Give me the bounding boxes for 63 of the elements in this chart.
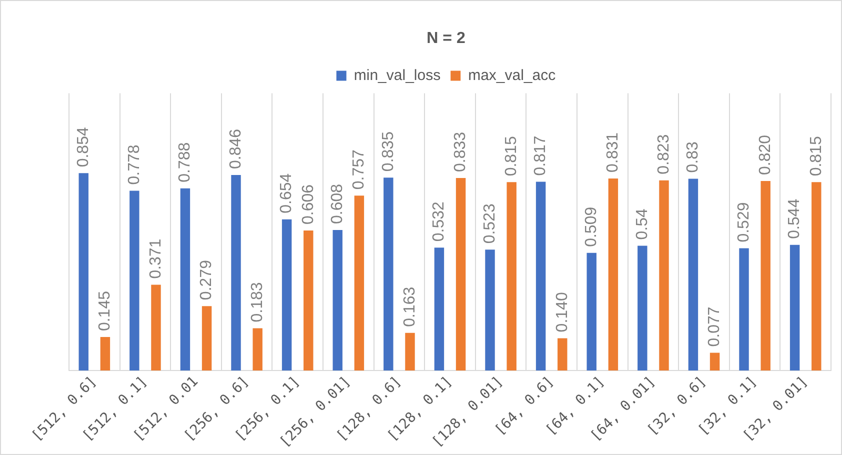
bar [332, 230, 342, 371]
data-label: 0.815 [503, 136, 520, 176]
data-label: 0.823 [655, 134, 672, 174]
data-label: 0.846 [227, 128, 244, 170]
data-label: 0.815 [808, 136, 825, 176]
bar [586, 252, 596, 371]
bar [790, 244, 800, 371]
bar [434, 248, 444, 371]
bar [282, 219, 292, 371]
data-label: 0.523 [481, 204, 498, 244]
bar [739, 248, 749, 371]
data-label: 0.778 [126, 144, 143, 185]
bar [100, 337, 110, 371]
bar [130, 190, 140, 371]
bar [688, 178, 698, 371]
bar [231, 175, 241, 371]
data-label: 0.606 [300, 184, 317, 224]
data-label: 0.529 [735, 202, 752, 242]
data-label: 0.817 [532, 136, 550, 176]
bar [812, 182, 822, 371]
data-label: 0.183 [249, 282, 266, 322]
data-label: 0.140 [554, 292, 571, 332]
data-label: 0.854 [75, 127, 92, 168]
data-label: 0.163 [401, 286, 418, 327]
bar [710, 352, 720, 371]
bar [180, 188, 190, 371]
bar [354, 196, 364, 371]
bar [151, 284, 161, 371]
data-label: 0.757 [350, 149, 368, 190]
bar [638, 246, 648, 371]
bar [659, 180, 669, 371]
bar [252, 328, 262, 371]
bar [78, 173, 88, 371]
data-label: 0.544 [786, 198, 804, 239]
legend-label: max_val_acc [468, 66, 556, 84]
data-label: 0.371 [147, 238, 164, 279]
data-label: 0.509 [583, 206, 600, 247]
bar [456, 178, 466, 371]
bar [384, 178, 394, 371]
data-label: 0.831 [604, 132, 622, 172]
data-label: 0.654 [278, 173, 296, 214]
data-label: 0.83 [684, 141, 702, 173]
data-label: 0.835 [380, 131, 397, 172]
bar [506, 182, 516, 371]
data-label: 0.145 [96, 290, 114, 332]
bar [558, 338, 568, 371]
bar [202, 306, 212, 371]
data-label: 0.54 [634, 208, 651, 240]
bar [405, 332, 415, 371]
data-label: 0.077 [706, 306, 724, 347]
chart-title: N = 2 [426, 30, 466, 48]
data-label: 0.279 [198, 260, 216, 300]
bar [760, 181, 770, 371]
data-label: 0.532 [430, 201, 448, 242]
data-label: 0.833 [452, 132, 470, 172]
data-label: 0.608 [329, 184, 346, 224]
legend-label: min_val_loss [354, 66, 441, 84]
bar [536, 182, 546, 371]
bar [485, 250, 495, 371]
data-label: 0.788 [176, 142, 194, 182]
bar [304, 230, 314, 371]
bar [608, 178, 618, 371]
data-label: 0.820 [757, 134, 774, 176]
